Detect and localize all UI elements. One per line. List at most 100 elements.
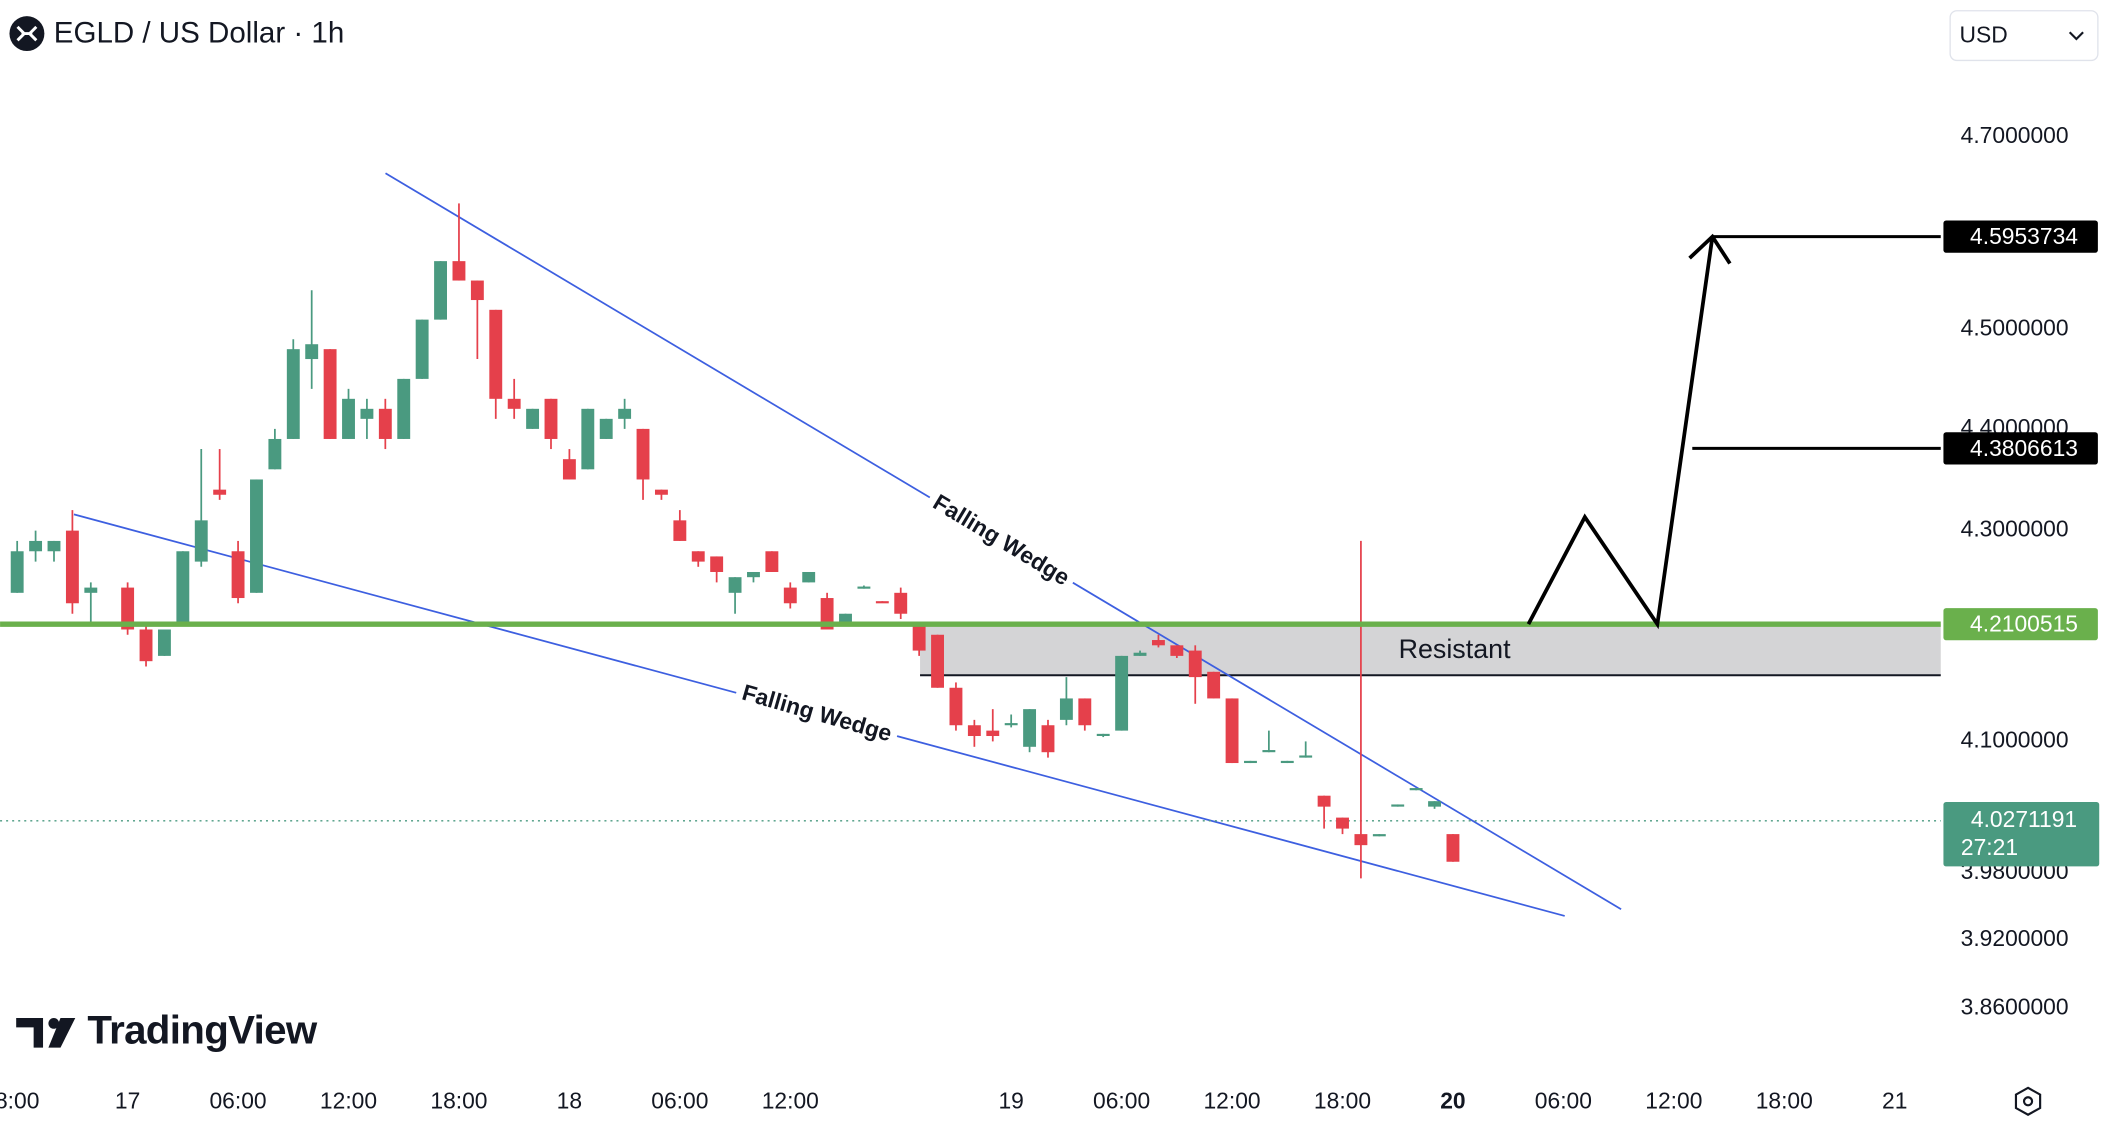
candle-body	[931, 634, 944, 688]
candle-body	[783, 587, 797, 604]
candle-body	[1428, 801, 1441, 807]
candle-body	[1409, 788, 1423, 791]
x-tick-label: 12:00	[762, 1088, 819, 1114]
level-label: 4.5953734	[1970, 223, 2078, 249]
candle-body	[452, 261, 466, 281]
candle-body	[1041, 725, 1055, 753]
x-tick-label: 06:00	[1535, 1088, 1592, 1114]
currency-dropdown[interactable]: USD	[1949, 10, 2099, 62]
y-tick-label: 4.5000000	[1961, 314, 2069, 340]
candle-body	[599, 418, 613, 439]
candle-body	[710, 556, 724, 572]
x-tick-label: 20	[1440, 1088, 1465, 1114]
level-label: 4.3806613	[1970, 435, 2078, 461]
level-label: 4.2100515	[1970, 611, 2078, 637]
candle-body	[286, 349, 300, 439]
projection-path	[1526, 236, 1715, 630]
candle-body	[1317, 795, 1331, 807]
candle-body	[305, 344, 319, 360]
gear-outline	[2014, 1086, 2042, 1116]
candle-body	[378, 408, 392, 439]
candle-body	[544, 398, 558, 439]
candle-body	[691, 551, 705, 562]
candle-body	[84, 587, 98, 593]
logo-mark	[16, 25, 38, 42]
wedge-label-bg	[921, 485, 1080, 597]
candle-body	[1446, 834, 1460, 862]
candle-body	[765, 551, 779, 572]
level-label-box	[1943, 220, 2098, 253]
level-label-box	[1943, 608, 2098, 641]
candle-body	[507, 398, 521, 409]
zone-label: Resistant	[1399, 634, 1511, 664]
candle-body	[1354, 834, 1368, 846]
x-tick-label: 06:00	[209, 1088, 266, 1114]
candle-body	[213, 489, 227, 495]
candle-body	[65, 530, 79, 604]
candle-body	[581, 408, 595, 470]
x-tick-label: 19	[998, 1088, 1023, 1114]
y-tick-label: 3.9200000	[1961, 925, 2069, 951]
candle-body	[1207, 671, 1221, 699]
candle-body	[1225, 698, 1239, 764]
x-tick-label: 8:00	[0, 1088, 39, 1114]
candle-body	[912, 624, 926, 651]
candle-body	[1151, 640, 1165, 646]
x-tick-label: 12:00	[320, 1088, 377, 1114]
candle-body	[1170, 645, 1184, 656]
candle-body	[949, 687, 963, 726]
candle-body	[176, 551, 190, 625]
symbol-title[interactable]: EGLD / US Dollar · 1h	[54, 17, 344, 50]
candle-body	[29, 540, 43, 552]
candle-body	[360, 408, 374, 419]
tradingview-logo: TradingView	[16, 1007, 319, 1052]
candle-body	[1244, 760, 1257, 764]
dropdown-box	[1949, 10, 2099, 62]
candle-body	[250, 479, 263, 593]
candle-body	[894, 592, 908, 614]
candle-body	[1004, 723, 1018, 726]
x-tick-label: 12:00	[1645, 1088, 1702, 1114]
symbol-logo[interactable]	[9, 16, 45, 52]
x-tick-label: 18:00	[430, 1088, 487, 1114]
settings-icon[interactable]	[2014, 1086, 2042, 1116]
candle-body	[967, 725, 981, 737]
candle-body	[470, 280, 484, 301]
candle-body	[839, 613, 852, 625]
logo-part	[48, 1018, 60, 1029]
candle-body	[139, 629, 153, 662]
candle-body	[1133, 652, 1147, 656]
x-tick-label: 17	[115, 1088, 140, 1114]
candle-body	[342, 398, 355, 439]
countdown-label: 27:21	[1961, 834, 2018, 860]
candle-body	[636, 428, 650, 480]
projection-arrowhead	[1688, 233, 1732, 265]
dropdown-label[interactable]: USD	[1960, 21, 2008, 47]
candle-body	[1391, 804, 1405, 807]
y-tick-label: 3.8600000	[1961, 993, 2069, 1019]
candle-body	[231, 551, 245, 599]
current-price-label: 4.0271191	[1971, 806, 2077, 832]
candle-body	[1059, 698, 1073, 720]
level-label-box	[1943, 432, 2098, 465]
candle-body	[397, 378, 411, 439]
candle-body	[1188, 650, 1202, 678]
candle-body	[1078, 698, 1092, 726]
candle-body	[121, 587, 135, 630]
logo-part	[16, 1018, 44, 1048]
candle-body	[1336, 817, 1349, 829]
candle-body	[986, 730, 1000, 737]
gear-center	[2022, 1096, 2034, 1107]
candle-body	[1280, 760, 1294, 764]
candle-body	[323, 349, 337, 439]
candle-body	[802, 571, 816, 583]
y-tick-label: 4.1000000	[1961, 726, 2069, 752]
candle-body	[157, 629, 171, 656]
candle-body	[618, 408, 632, 419]
candle-body	[268, 438, 282, 470]
candle-body	[434, 261, 447, 320]
candle-body	[47, 540, 61, 552]
candle-body	[747, 571, 760, 578]
candle-body	[857, 586, 871, 589]
candle-body	[1023, 709, 1037, 747]
